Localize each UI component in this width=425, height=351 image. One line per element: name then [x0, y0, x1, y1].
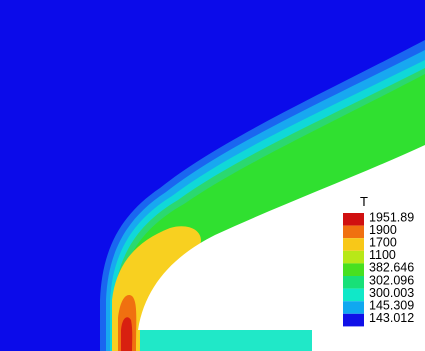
- legend-swatches: [343, 213, 364, 327]
- legend-label: 145.309: [369, 298, 414, 312]
- legend-label: 1700: [369, 235, 397, 249]
- legend-labels: 1951.89190017001100382.646302.096300.003…: [369, 210, 414, 325]
- legend-swatch: [343, 313, 364, 327]
- legend-label: 1900: [369, 223, 397, 237]
- stagnation-region: [121, 317, 133, 351]
- legend-label: 302.096: [369, 273, 414, 287]
- legend-swatch: [343, 213, 364, 226]
- legend-swatch: [343, 250, 364, 264]
- legend-label: 300.003: [369, 286, 414, 300]
- legend-swatch: [343, 238, 364, 251]
- legend-label: 1100: [369, 248, 396, 262]
- legend-swatch: [343, 276, 364, 289]
- legend-swatch: [343, 263, 364, 276]
- legend-swatch: [343, 225, 364, 239]
- lower-plate-right: [312, 330, 425, 351]
- legend: T 1951.89190017001100382.646302.096300.0…: [343, 194, 414, 327]
- legend-label: 143.012: [369, 311, 414, 325]
- lower-plate: [140, 330, 312, 351]
- legend-swatch: [343, 288, 364, 302]
- legend-label: 1951.89: [369, 210, 414, 224]
- legend-swatch: [343, 301, 364, 314]
- legend-title: T: [360, 194, 368, 209]
- legend-label: 382.646: [369, 261, 414, 275]
